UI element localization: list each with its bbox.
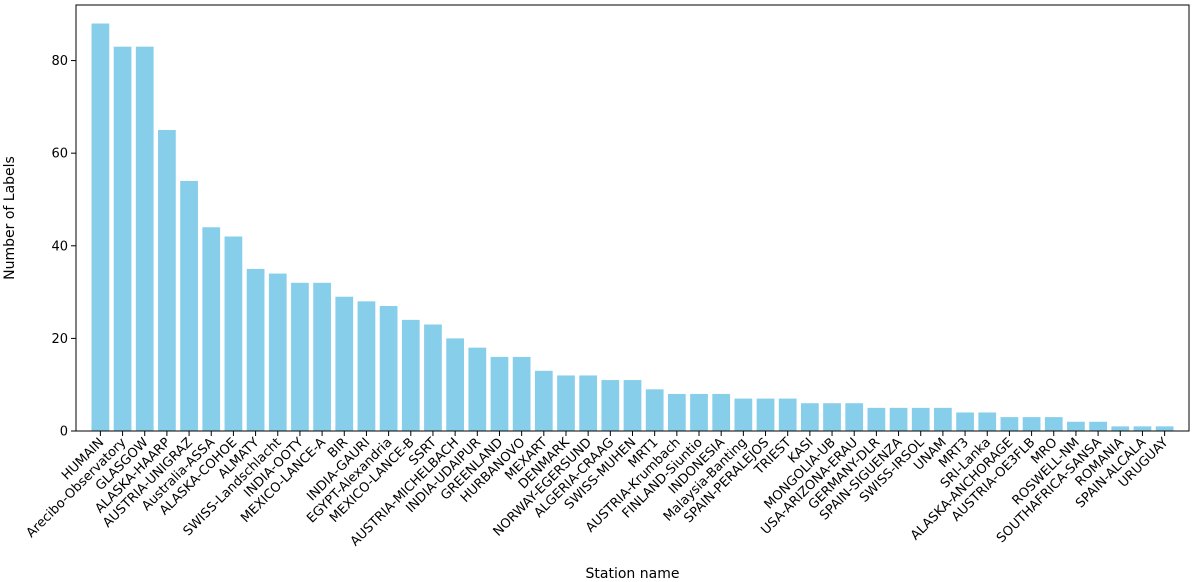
bar-alaska-anchorage: [1000, 417, 1019, 431]
bar-spain-peralejos: [756, 398, 775, 431]
bar-mrt3: [956, 412, 974, 431]
bar-hurbanovo: [512, 356, 531, 431]
bar-finland-siuntio: [690, 393, 708, 431]
bar-austria-oe3flb: [1022, 417, 1041, 431]
x-axis-ticks: HUMAINArecibo-ObservatoryGLASGOWALASKA-H…: [24, 431, 1171, 549]
bar-unam: [934, 407, 952, 431]
bar-sri-lanka: [978, 412, 997, 431]
bar-southafrica-sansa: [1089, 421, 1107, 431]
bar-almaty: [246, 268, 265, 431]
bar-austria-michelbach: [446, 338, 464, 431]
bar-swiss-irsol: [911, 407, 930, 431]
bar-kasi: [801, 403, 819, 431]
bar-spain-alcala: [1133, 426, 1152, 431]
bars-group: [91, 23, 1174, 432]
bar-egypt-alexandria: [379, 305, 398, 431]
y-axis-ticks: 0 20 40 60 80: [51, 54, 76, 440]
bar-mexico-lance-a: [313, 282, 331, 431]
y-tick-label: 20: [51, 332, 68, 347]
bar-mrt1: [645, 389, 664, 431]
y-tick-label: 40: [51, 239, 68, 254]
bar-austria-unigraz: [180, 180, 198, 431]
bar-triest: [778, 398, 797, 431]
bar-indonesia: [712, 393, 731, 431]
plot-frame: [75, 4, 1190, 432]
bar-uruguay: [1155, 426, 1174, 431]
bar-roswell-nm: [1067, 421, 1085, 431]
bar-algeria-craag: [601, 380, 620, 431]
bar-swiss-muhen: [623, 380, 642, 431]
bar-mongolia-ub: [823, 403, 841, 431]
bar-india-udaipur: [468, 347, 487, 431]
bar-spain-siguenza: [889, 407, 908, 431]
bar-mexart: [534, 370, 553, 431]
y-tick-label: 0: [60, 425, 68, 440]
bar-glasgow: [135, 46, 154, 431]
y-tick-label: 60: [51, 147, 68, 162]
bar-germany-dlr: [867, 407, 886, 431]
bar-australia-assa: [202, 227, 221, 431]
bar-norway-egersund: [579, 375, 598, 431]
x-axis-title: Station name: [586, 566, 680, 582]
bar-malaysia-banting: [734, 398, 753, 431]
bar-mexico-lance-b: [401, 319, 420, 431]
bar-arecibo-observatory: [113, 46, 132, 431]
bar-romania: [1111, 426, 1130, 431]
bar-alaska-cohoe: [224, 236, 243, 431]
bar-greenland: [490, 356, 509, 431]
bar-humain: [91, 23, 110, 432]
bar-india-ooty: [291, 282, 309, 431]
y-tick-label: 80: [51, 54, 68, 69]
bar-austria-krumbach: [667, 393, 686, 431]
y-axis-title: Number of Labels: [2, 156, 18, 280]
bar-mro: [1044, 417, 1063, 431]
bar-bir: [335, 296, 354, 431]
bar-ssrt: [424, 324, 442, 431]
bar-india-gauri: [357, 301, 376, 431]
bar-swiss-landschlacht: [268, 273, 287, 431]
bar-denmark: [557, 375, 575, 431]
bar-usa-arizona-erau: [845, 403, 864, 431]
bar-alaska-haarp: [158, 130, 176, 432]
